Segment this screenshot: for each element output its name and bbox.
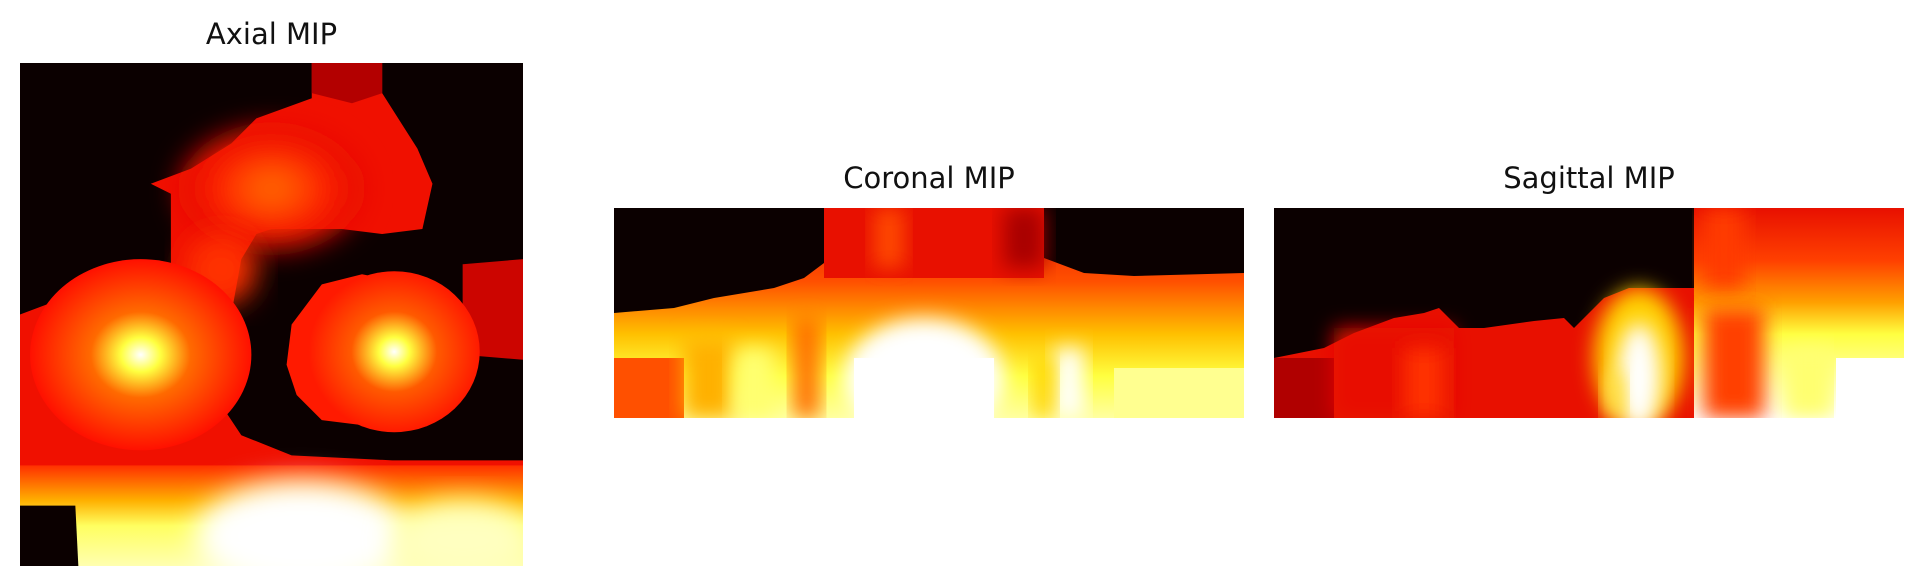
axial-mip-title: Axial MIP [205,17,338,51]
axial-hot-region [20,63,523,566]
sagittal-mip-title: Sagittal MIP [1503,161,1675,195]
sagittal-mip-image [1274,208,1904,418]
coronal-mip-title: Coronal MIP [843,161,1015,195]
coronal-hot-region [614,208,1244,418]
coronal-mip-image [614,208,1244,418]
axial-mip-image [20,63,523,566]
sagittal-hot-region [1274,208,1904,418]
